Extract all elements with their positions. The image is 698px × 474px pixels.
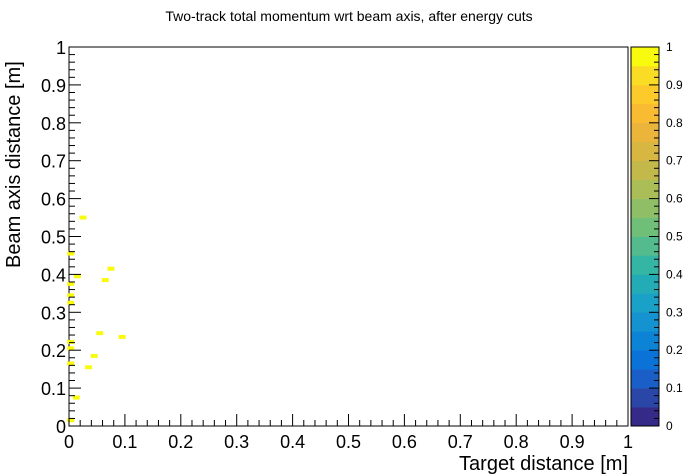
chart-title: Two-track total momentum wrt beam axis, … bbox=[165, 8, 532, 24]
y-tick-label: 0.7 bbox=[41, 152, 66, 172]
y-tick-label: 0.1 bbox=[41, 379, 66, 399]
x-tick-label: 0.5 bbox=[336, 432, 361, 452]
heatmap-cell bbox=[67, 251, 75, 256]
color-scale-band bbox=[631, 350, 659, 370]
y-tick-label: 0.5 bbox=[41, 228, 66, 248]
heatmap-cell bbox=[79, 215, 87, 220]
heatmap-cell bbox=[72, 395, 80, 400]
color-scale-band bbox=[631, 369, 659, 389]
heatmap-cell bbox=[67, 339, 75, 344]
color-scale-band bbox=[631, 160, 659, 180]
heatmap-cell bbox=[90, 353, 98, 358]
color-scale-band bbox=[631, 255, 659, 275]
heatmap-cell bbox=[67, 346, 75, 351]
y-axis-title: Beam axis distance [m] bbox=[3, 61, 25, 268]
color-scale-band bbox=[631, 198, 659, 218]
x-tick-label: 0.6 bbox=[392, 432, 417, 452]
color-scale-band bbox=[631, 47, 659, 67]
y-tick-label: 0.9 bbox=[41, 76, 66, 96]
color-scale-label: 0.9 bbox=[666, 78, 683, 92]
color-scale-band bbox=[631, 179, 659, 199]
color-scale-label: 0.7 bbox=[666, 154, 683, 168]
x-axis-title: Target distance [m] bbox=[459, 453, 628, 474]
y-tick-label: 0.2 bbox=[41, 341, 66, 361]
color-scale-label: 0.8 bbox=[666, 116, 683, 130]
x-tick-label: 0.9 bbox=[560, 432, 585, 452]
heatmap-cell bbox=[118, 334, 126, 339]
x-axis: 0 0.1 0.2 0.3 0.4 0.5 0.6 0.7 0.8 0.9 1 bbox=[64, 414, 633, 452]
x-tick-label: 0.1 bbox=[112, 432, 137, 452]
color-scale-label: 0.2 bbox=[666, 343, 683, 357]
y-tick-label: 0.8 bbox=[41, 114, 66, 134]
x-tick-label: 0.4 bbox=[280, 432, 305, 452]
color-scale: 0 0.1 0.2 0.3 0.4 0.5 0.6 0.7 0.8 0.9 1 bbox=[630, 40, 683, 433]
heatmap-cell bbox=[101, 278, 109, 283]
y-tick-label: 0.6 bbox=[41, 190, 66, 210]
color-scale-band bbox=[631, 236, 659, 256]
color-scale-label: 0.1 bbox=[666, 381, 683, 395]
heatmap-cells bbox=[67, 215, 126, 423]
color-scale-band bbox=[631, 312, 659, 332]
heatmap-cell bbox=[67, 418, 75, 423]
color-scale-label: 0.3 bbox=[666, 305, 683, 319]
color-scale-band bbox=[631, 407, 659, 427]
color-scale-band bbox=[631, 388, 659, 408]
color-scale-label: 0.6 bbox=[666, 192, 683, 206]
x-tick-label: 1 bbox=[623, 432, 633, 452]
y-tick-label: 0.3 bbox=[41, 303, 66, 323]
x-tick-label: 0.3 bbox=[224, 432, 249, 452]
x-tick-label: 0.8 bbox=[504, 432, 529, 452]
y-tick-label: 0.4 bbox=[41, 265, 66, 285]
heatmap-cell bbox=[67, 361, 75, 366]
color-scale-band bbox=[631, 141, 659, 161]
y-tick-label: 1 bbox=[56, 38, 66, 58]
color-scale-band bbox=[631, 274, 659, 294]
color-scale-label: 0.5 bbox=[666, 230, 683, 244]
x-tick-label: 0 bbox=[64, 432, 74, 452]
heatmap-cell bbox=[73, 274, 81, 279]
heatmap-cell bbox=[67, 300, 75, 305]
color-scale-band bbox=[631, 103, 659, 124]
heatmap-cell bbox=[107, 266, 115, 271]
heatmap-cell bbox=[67, 293, 75, 298]
heatmap-cell bbox=[67, 281, 75, 286]
heatmap-cell bbox=[85, 365, 93, 370]
color-scale-band bbox=[631, 331, 659, 351]
heatmap-cell bbox=[96, 331, 104, 336]
x-tick-label: 0.2 bbox=[168, 432, 193, 452]
color-scale-band bbox=[631, 122, 659, 143]
color-scale-label: 0 bbox=[666, 419, 673, 433]
color-scale-band bbox=[631, 84, 659, 105]
color-scale-band bbox=[631, 293, 659, 313]
x-tick-label: 0.7 bbox=[448, 432, 473, 452]
color-scale-band bbox=[631, 65, 659, 86]
color-scale-band bbox=[631, 217, 659, 237]
y-axis: 0 0.1 0.2 0.3 0.4 0.5 0.6 0.7 0.8 0.9 1 bbox=[41, 38, 81, 437]
color-scale-label: 1 bbox=[666, 40, 673, 54]
plot-frame bbox=[68, 46, 629, 427]
color-scale-label: 0.4 bbox=[666, 267, 683, 281]
y-tick-label: 0 bbox=[56, 417, 66, 437]
